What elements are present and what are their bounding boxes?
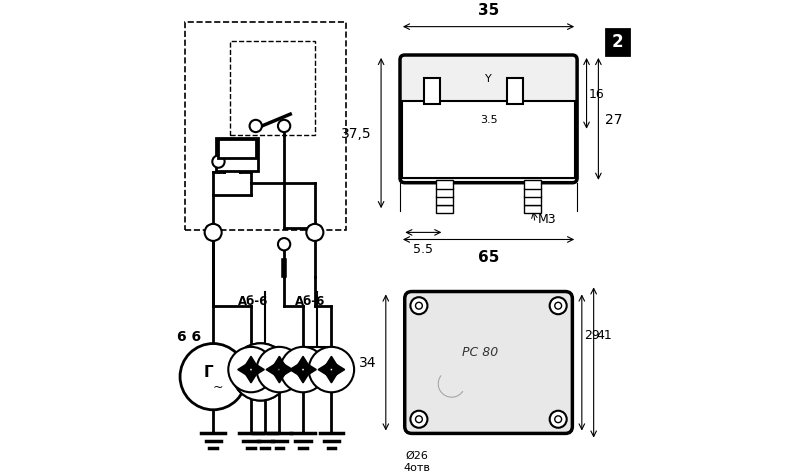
Bar (215, 139, 258, 171)
Polygon shape (281, 362, 293, 377)
Bar (606, 30, 630, 56)
Text: 6 6: 6 6 (178, 330, 202, 344)
Polygon shape (296, 371, 310, 383)
Polygon shape (272, 357, 286, 368)
Bar (436, 189, 453, 198)
Bar (436, 197, 453, 206)
Text: PC 80: PC 80 (462, 345, 498, 358)
Circle shape (280, 347, 326, 392)
Circle shape (278, 238, 290, 251)
Circle shape (250, 120, 262, 133)
Polygon shape (266, 362, 278, 377)
Text: Ø26: Ø26 (405, 450, 428, 460)
Bar (185, 23, 346, 230)
Bar (423, 79, 440, 105)
Text: M3: M3 (538, 212, 556, 225)
Bar (436, 181, 453, 189)
Polygon shape (324, 357, 338, 368)
Text: 5.5: 5.5 (414, 242, 434, 255)
Text: 3.5: 3.5 (480, 115, 498, 125)
Bar (218, 140, 256, 159)
Circle shape (180, 344, 246, 410)
Text: Г: Г (204, 365, 214, 380)
Circle shape (410, 411, 427, 428)
Circle shape (550, 298, 566, 315)
Bar (507, 79, 523, 105)
Text: 2: 2 (612, 33, 623, 51)
Circle shape (257, 347, 302, 392)
Bar (524, 189, 542, 198)
Polygon shape (244, 357, 258, 368)
Text: 27: 27 (606, 113, 623, 127)
Text: 34: 34 (359, 356, 376, 370)
FancyBboxPatch shape (400, 56, 577, 183)
Text: ~: ~ (213, 380, 223, 393)
Text: 35: 35 (478, 3, 499, 18)
Text: Аб-6: Аб-6 (295, 295, 326, 308)
Text: Y: Y (485, 74, 492, 84)
Polygon shape (318, 362, 330, 377)
Bar (524, 181, 542, 189)
Circle shape (554, 303, 562, 309)
Circle shape (554, 416, 562, 423)
Text: Аб-6: Аб-6 (238, 295, 269, 308)
Polygon shape (324, 371, 338, 383)
Polygon shape (253, 362, 264, 377)
Circle shape (205, 224, 222, 241)
Circle shape (410, 298, 427, 315)
Bar (436, 206, 453, 214)
Circle shape (212, 156, 225, 169)
Circle shape (550, 411, 566, 428)
Circle shape (278, 120, 290, 133)
Bar (524, 197, 542, 206)
Circle shape (228, 347, 274, 392)
Polygon shape (333, 362, 345, 377)
Text: 65: 65 (478, 249, 499, 264)
Polygon shape (290, 362, 302, 377)
Polygon shape (244, 371, 258, 383)
Circle shape (306, 224, 323, 241)
Text: 4отв: 4отв (403, 462, 430, 472)
Polygon shape (272, 371, 286, 383)
FancyBboxPatch shape (405, 292, 572, 434)
Text: 41: 41 (596, 328, 612, 341)
Circle shape (232, 344, 289, 401)
Polygon shape (296, 357, 310, 368)
Polygon shape (305, 362, 316, 377)
Bar (230, 42, 315, 136)
Text: 16: 16 (589, 88, 605, 100)
Circle shape (309, 347, 354, 392)
Circle shape (415, 416, 422, 423)
Polygon shape (238, 362, 250, 377)
Text: 37,5: 37,5 (341, 127, 372, 141)
Circle shape (232, 344, 289, 401)
Bar (524, 206, 542, 214)
Circle shape (415, 303, 422, 309)
Bar (402, 102, 574, 178)
Text: 29: 29 (584, 328, 600, 341)
